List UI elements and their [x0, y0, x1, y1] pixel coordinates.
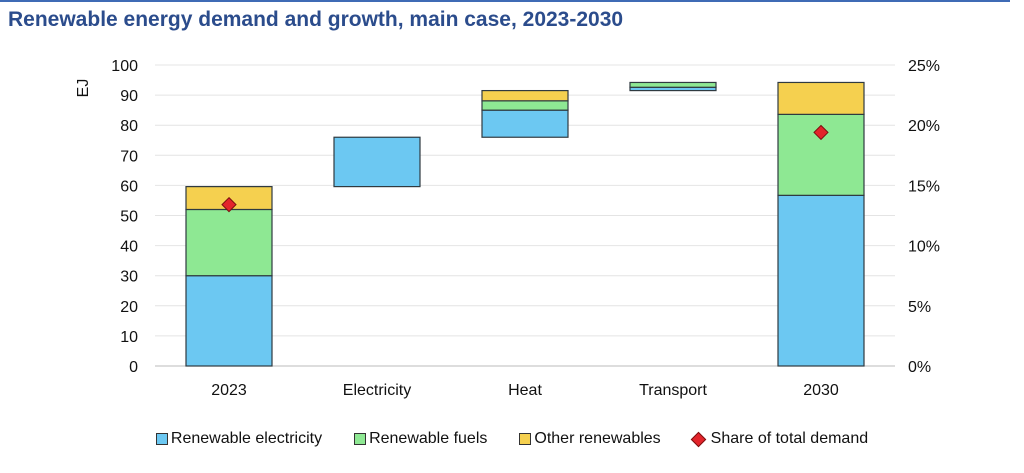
x-tick-label: Electricity — [343, 382, 411, 399]
y2-tick-label: 15% — [908, 178, 940, 195]
bar-segment-renewable-electricity — [481, 109, 569, 138]
legend-swatch — [690, 431, 706, 447]
y-tick-label: 70 — [120, 148, 138, 165]
bar-segment-renewable-fuels — [185, 208, 273, 277]
x-tick-label: Heat — [508, 382, 542, 399]
x-tick-label: 2023 — [211, 382, 247, 399]
bar-segment-renewable-fuels — [481, 100, 569, 111]
legend: Renewable electricity Renewable fuels Othe… — [0, 430, 1024, 448]
legend-swatch — [354, 433, 367, 445]
y-axis-label: EJ — [75, 79, 92, 98]
top-rule — [0, 0, 1010, 2]
legend-item: Other renewables — [519, 430, 661, 448]
y2-tick-label: 20% — [908, 118, 940, 135]
legend-label: Renewable electricity — [170, 430, 323, 447]
bar-segment-other-renewables — [481, 89, 569, 102]
y-tick-label: 50 — [120, 209, 138, 226]
legend-label: Other renewables — [534, 430, 661, 447]
bar-segment-renewable-electricity — [777, 194, 865, 367]
y2-tick-label: 25% — [908, 58, 940, 75]
x-tick-label: Transport — [639, 382, 707, 399]
legend-swatch — [519, 433, 532, 445]
y-tick-label: 40 — [120, 239, 138, 256]
legend-item: Share of total demand — [690, 430, 869, 448]
y-tick-label: 0 — [129, 359, 138, 376]
legend-item: Renewable electricity — [155, 430, 323, 448]
legend-label: Renewable fuels — [369, 430, 488, 447]
y-tick-label: 90 — [120, 88, 138, 105]
share-marker — [221, 196, 237, 213]
bar-segment-renewable-electricity — [333, 136, 421, 188]
y-tick-label: 20 — [120, 299, 138, 316]
legend-swatch — [155, 433, 168, 445]
x-tick-label: 2030 — [803, 382, 839, 399]
y2-tick-label: 0% — [908, 359, 931, 376]
y-tick-label: 30 — [120, 269, 138, 286]
y-tick-label: 10 — [120, 329, 138, 346]
bar-segment-renewable-electricity — [185, 275, 273, 367]
share-marker — [813, 124, 829, 141]
bar-segment-renewable-fuels — [629, 81, 717, 88]
y2-tick-label: 10% — [908, 239, 940, 256]
chart-title: Renewable energy demand and growth, main… — [8, 8, 624, 31]
legend-label: Share of total demand — [710, 430, 869, 447]
bar-segment-other-renewables — [777, 81, 865, 115]
y-tick-label: 100 — [111, 58, 138, 75]
y-tick-label: 60 — [120, 178, 138, 195]
y-tick-label: 80 — [120, 118, 138, 135]
y2-tick-label: 5% — [908, 299, 931, 316]
legend-item: Renewable fuels — [354, 430, 487, 448]
